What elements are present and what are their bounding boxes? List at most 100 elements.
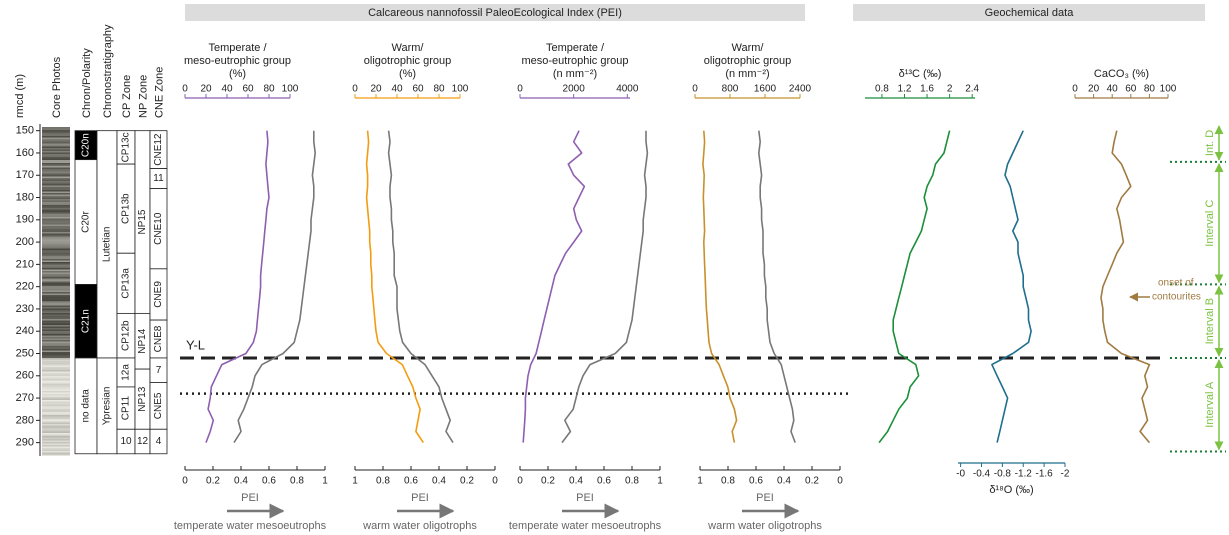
pei-line (387, 130, 454, 444)
zone-label: CP13b (121, 193, 132, 224)
panel-title: Temperate / (546, 42, 605, 54)
core-photo-stripe (42, 452, 70, 454)
core-photo-stripe (42, 203, 70, 205)
core-photo-stripe (42, 425, 70, 427)
interval-label: Interval B (1204, 298, 1216, 344)
core-photo-stripe (42, 293, 70, 295)
x-tick-label: 2000 (563, 84, 586, 95)
core-photo-stripe (42, 149, 70, 151)
zone-label: CP11 (121, 396, 132, 421)
x-tick-label: 20 (1088, 84, 1100, 95)
core-photo-stripe (42, 292, 70, 294)
core-photo-stripe (42, 217, 70, 219)
core-photo-stripe (42, 229, 70, 231)
core-photo-stripe (42, 274, 70, 276)
core-photo-stripe (42, 244, 70, 246)
core-photo-stripe (42, 271, 70, 273)
core-photo-stripe (42, 395, 70, 397)
x-tick-label: 0 (692, 84, 698, 95)
interval-label: Interval A (1204, 381, 1216, 428)
zone-label: 12 (137, 436, 149, 447)
core-photo-stripe (42, 284, 70, 286)
core-photo-stripe (42, 430, 70, 432)
y-tick-label: 190 (16, 214, 34, 226)
panel-title: δ¹³C (‰) (899, 68, 942, 80)
core-photo-stripe (42, 278, 70, 280)
x-tick-label: 60 (412, 84, 424, 95)
core-photo-stripe (42, 289, 70, 291)
core-photo-stripe (42, 259, 70, 261)
core-photo-stripe (42, 199, 70, 201)
core-photo-stripe (42, 386, 70, 388)
y-tick-label: 220 (16, 281, 34, 293)
core-photo-stripe (42, 227, 70, 229)
core-photo-stripe (42, 197, 70, 199)
x2-caption: temperate water mesoeutrophs (174, 520, 327, 532)
core-photo-stripe (42, 302, 70, 304)
core-photo-stripe (42, 419, 70, 421)
zone-label: CP13a (121, 268, 132, 299)
core-photo-stripe (42, 320, 70, 322)
x-tick-label: 0 (1072, 84, 1078, 95)
core-photo-stripe (42, 161, 70, 163)
core-photo-stripe (42, 325, 70, 327)
x2-tick-label: 0.2 (805, 476, 819, 487)
x2-tick-label: 1 (322, 476, 328, 487)
core-photo-stripe (42, 340, 70, 342)
core-photo-stripe (42, 260, 70, 262)
core-photo-stripe (42, 272, 70, 274)
x2-tick-label: 0 (837, 476, 843, 487)
core-photo-stripe (42, 140, 70, 142)
column-title: Core Photos (51, 56, 63, 118)
core-photo-stripe (42, 353, 70, 355)
core-photo-stripe (42, 157, 70, 159)
core-photo-stripe (42, 232, 70, 234)
x-tick-label: 20 (370, 84, 382, 95)
y-tick-label: 270 (16, 392, 34, 404)
pei-line (758, 130, 796, 443)
core-photo-stripe (42, 434, 70, 436)
core-photo-stripe (42, 319, 70, 321)
x2-tick-label: 0.8 (625, 476, 639, 487)
core-photo-stripe (42, 403, 70, 405)
core-photo-stripe (42, 299, 70, 301)
core-photo-stripe (42, 308, 70, 310)
core-photo-stripe (42, 139, 70, 141)
core-photo-stripe (42, 347, 70, 349)
core-photo-stripe (42, 361, 70, 363)
pei-line (233, 130, 316, 444)
interval-label: Interval C (1204, 200, 1216, 247)
core-photo-stripe (42, 431, 70, 433)
core-photo-stripe (42, 298, 70, 300)
core-photo-stripe (42, 283, 70, 285)
y-tick-label: 210 (16, 258, 34, 270)
x-tick-label: 60 (242, 84, 254, 95)
data-line (1100, 130, 1151, 444)
core-photo-stripe (42, 146, 70, 148)
x-tick-label: 80 (1144, 84, 1156, 95)
zone-label: 4 (156, 436, 162, 447)
x2-tick-label: 0.6 (262, 476, 276, 487)
x2-caption: warm water oligotrophs (362, 520, 477, 532)
panel-title: meso-eutrophic group (184, 55, 291, 67)
core-photo-stripe (42, 172, 70, 174)
core-photo-stripe (42, 181, 70, 183)
core-photo-stripe (42, 338, 70, 340)
core-photo-stripe (42, 341, 70, 343)
core-photo-stripe (42, 392, 70, 394)
column-title: NP Zone (137, 75, 149, 118)
core-photo-stripe (42, 445, 70, 447)
core-photo-stripe (42, 436, 70, 438)
core-photo-stripe (42, 254, 70, 256)
core-photo-stripe (42, 314, 70, 316)
core-photo-stripe (42, 286, 70, 288)
data-line (878, 130, 951, 444)
core-photo-stripe (42, 167, 70, 169)
x2-tick-label: 0.6 (749, 476, 763, 487)
core-photo-stripe (42, 307, 70, 309)
panel-title: CaCO₃ (%) (1094, 68, 1149, 80)
core-photo-stripe (42, 247, 70, 249)
interval-label: Int. D (1204, 130, 1216, 156)
y-tick-label: 260 (16, 370, 34, 382)
